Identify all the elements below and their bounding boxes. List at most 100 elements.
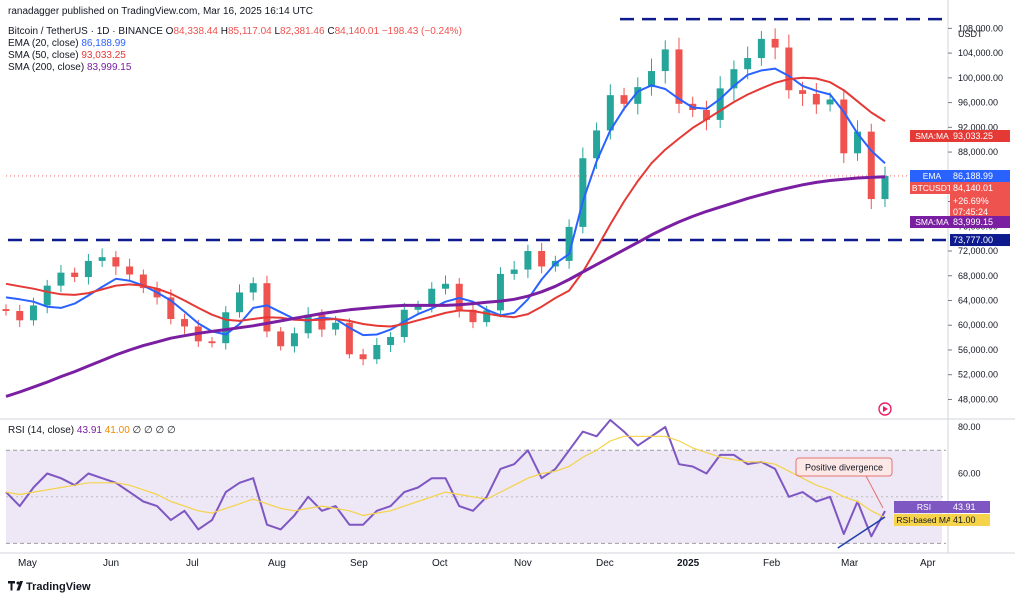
candle-body: [139, 274, 147, 289]
ema-legend-value: 86,188.99: [81, 38, 126, 49]
candle-body: [414, 305, 422, 310]
candle-body: [126, 266, 134, 275]
candle-body: [565, 226, 573, 261]
candle-body: [496, 273, 504, 311]
currency-label[interactable]: USDT: [958, 29, 983, 39]
candle-body: [167, 297, 175, 320]
price-tick-label: 48,000.00: [958, 394, 998, 404]
ema-legend[interactable]: EMA (20, close) 86,188.99: [8, 38, 126, 50]
candle-body: [290, 333, 298, 347]
sma50-legend[interactable]: SMA (50, close) 93,033.25: [8, 50, 126, 62]
candle-body: [593, 130, 601, 159]
price-tick-label: 92,000.00: [958, 122, 998, 132]
replay-icon: [878, 402, 892, 416]
rsi-badge-value-bg: [950, 501, 990, 513]
time-tick-label: Nov: [514, 558, 532, 569]
candle-body: [538, 251, 546, 267]
price-tick-label: 64,000.00: [958, 295, 998, 305]
price-tick-label: 60,000.00: [958, 320, 998, 330]
candle-body: [867, 131, 875, 200]
sma50-line: [5, 76, 886, 328]
price-tick-label: 104,000.00: [958, 48, 1003, 58]
candle-body: [249, 283, 257, 293]
rsi-tick-label: 80.00: [958, 422, 981, 432]
sma200-legend[interactable]: SMA (200, close) 83,999.15: [8, 62, 131, 74]
time-tick-label: 2025: [677, 558, 700, 569]
time-tick-label: Aug: [268, 558, 286, 569]
rsi-ma-legend-value: 41.00: [104, 425, 130, 436]
candle-body: [840, 99, 848, 154]
candle-body: [373, 345, 381, 360]
candle-body: [826, 99, 834, 105]
rsi-ma-line: [5, 435, 886, 519]
rsi-ma-badge-tag-bg: [894, 514, 954, 526]
candle-body: [455, 283, 463, 310]
ema-badge-tag-bg: [910, 170, 954, 182]
price-tick-label: 56,000.00: [958, 345, 998, 355]
candle-body: [661, 49, 669, 72]
candle-body: [277, 331, 285, 347]
price-tick-label: 96,000.00: [958, 98, 998, 108]
candle-body: [771, 38, 779, 48]
symbol-line: Bitcoin / TetherUS · 1D · BINANCE O84,33…: [8, 26, 462, 38]
rsi-ma-badge-value-bg: [950, 514, 990, 526]
candle-body: [304, 314, 312, 334]
time-tick-label: May: [18, 558, 37, 569]
btc-price-badge-value: 84,140.01: [953, 183, 993, 193]
rsi-badge-tag-bg: [894, 501, 954, 513]
price-tick-label: 72,000.00: [958, 246, 998, 256]
time-tick-label: Jul: [186, 558, 199, 569]
rsi-ma-badge-tag: RSI-based MA: [896, 515, 952, 525]
candle-body: [318, 314, 326, 330]
ohlc-low-label: L: [274, 26, 281, 37]
btc-price-badge-value-bg: [950, 182, 1010, 194]
candle-body: [483, 310, 491, 323]
candle-body: [648, 71, 656, 88]
sma200-legend-value: 83,999.15: [86, 62, 132, 73]
ema-badge-value-bg: [950, 170, 1010, 182]
time-tick-label: Jun: [103, 558, 119, 569]
candle-body: [744, 58, 752, 70]
candle-body: [634, 87, 642, 104]
rsi-line: [5, 419, 886, 538]
btc-countdown-label: 07:45:24: [953, 207, 988, 217]
ohlc-low: 82,381.46: [280, 26, 325, 37]
tradingview-logo-slash: [16, 581, 23, 591]
rsi-legend[interactable]: RSI (14, close) 43.91 41.00 ∅ ∅ ∅ ∅: [8, 425, 176, 437]
ema-badge-value: 86,188.99: [953, 171, 993, 181]
sma200-legend-label: SMA (200, close): [8, 62, 85, 73]
candle-body: [854, 131, 862, 154]
time-tick-label: Sep: [350, 558, 368, 569]
candle-body: [208, 341, 216, 344]
price-tick-label: 100,000.00: [958, 73, 1003, 83]
candle-body: [579, 158, 587, 227]
divergence-callout-box: [795, 457, 893, 477]
ohlc-high-label: H: [220, 26, 228, 37]
ohlc-high: 85,117.04: [227, 26, 272, 37]
price-tick-label: 68,000.00: [958, 271, 998, 281]
published-line: ranadagger published on TradingView.com,…: [8, 6, 314, 17]
candle-body: [235, 292, 243, 313]
candle-body: [730, 69, 738, 89]
sma200-badge-value-bg: [950, 216, 1010, 228]
candle-body: [785, 47, 793, 91]
btc-price-badge-tag-bg: [910, 182, 954, 194]
candle-body: [606, 95, 614, 131]
candle-body: [675, 49, 683, 104]
sma50-badge-value: 93,033.25: [953, 131, 993, 141]
tradingview-logo-dot: [16, 581, 20, 585]
support-badge-value-bg: [950, 234, 1010, 247]
candle-body: [98, 257, 106, 261]
time-tick-label: Mar: [841, 558, 859, 569]
replay-icon-ring: [878, 402, 892, 416]
sma200-line: [5, 175, 886, 398]
ema-badge-tag: EMA: [923, 171, 942, 181]
price-tick-label: 88,000.00: [958, 147, 998, 157]
candle-body: [469, 309, 477, 323]
candle-body: [2, 309, 10, 312]
btc-price-badge-tag: BTCUSDT: [912, 183, 952, 193]
candle-body: [799, 90, 807, 94]
time-tick-label: Apr: [920, 558, 936, 569]
sma200-badge-tag: SMA:MA: [915, 217, 949, 227]
